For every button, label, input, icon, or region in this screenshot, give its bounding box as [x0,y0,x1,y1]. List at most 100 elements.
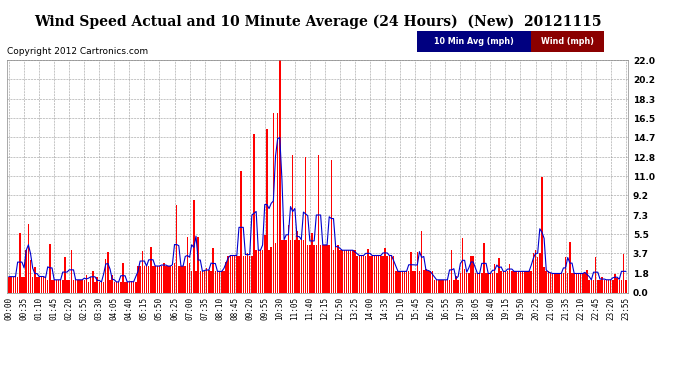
Bar [135,282,137,292]
Bar [610,280,611,292]
Bar [453,280,455,292]
Bar [14,277,17,292]
Bar [487,273,489,292]
Bar [238,255,239,292]
Bar [391,255,393,292]
Bar [313,245,315,292]
Bar [562,273,564,292]
Bar [266,129,268,292]
Bar [201,272,203,292]
Bar [10,277,12,292]
Bar [616,278,618,292]
Bar [240,171,242,292]
Bar [307,245,308,292]
Bar [535,250,536,292]
Bar [438,280,440,292]
Text: Wind (mph): Wind (mph) [541,37,594,46]
Bar [37,277,38,292]
Bar [363,255,364,292]
Bar [378,255,380,292]
Bar [305,157,306,292]
Bar [427,272,428,292]
Bar [451,250,453,292]
Bar [446,280,448,292]
Bar [19,233,21,292]
Bar [45,277,46,292]
Bar [324,245,326,292]
Bar [286,240,287,292]
Bar [253,134,255,292]
Bar [268,250,270,292]
Text: 10 Min Avg (mph): 10 Min Avg (mph) [435,37,514,46]
Bar [139,266,141,292]
Bar [213,248,214,292]
Bar [511,272,513,292]
Bar [32,277,33,292]
Bar [221,272,223,292]
Text: Copyright 2012 Cartronics.com: Copyright 2012 Cartronics.com [7,47,148,56]
Bar [339,250,341,292]
Bar [429,272,431,292]
Bar [473,256,474,292]
Bar [251,255,253,292]
Bar [236,255,237,292]
Bar [623,254,624,292]
Bar [328,245,330,292]
Bar [90,278,92,292]
Bar [249,255,250,292]
Bar [264,235,266,292]
Bar [373,255,375,292]
Bar [382,255,384,292]
Bar [571,273,573,292]
Bar [531,272,532,292]
Bar [625,280,627,292]
Bar [103,282,104,292]
Bar [282,240,283,292]
Bar [141,251,143,292]
Bar [337,244,339,292]
Bar [172,266,173,292]
Bar [232,255,233,292]
Bar [197,237,199,292]
Bar [199,272,201,292]
Bar [466,273,468,292]
Bar [128,282,130,292]
Bar [97,278,98,292]
Bar [174,262,175,292]
Bar [460,273,461,292]
Bar [520,272,521,292]
Bar [481,273,482,292]
Bar [30,260,31,292]
Bar [423,270,424,292]
Bar [432,272,433,292]
Bar [502,272,504,292]
Bar [72,280,75,292]
Bar [290,240,291,292]
Bar [436,280,437,292]
Bar [365,255,366,292]
Bar [133,282,135,292]
Bar [543,267,545,292]
Bar [589,280,590,292]
Bar [114,282,115,292]
Bar [335,245,337,292]
Bar [569,242,571,292]
Bar [39,277,40,292]
Bar [406,272,407,292]
Bar [342,250,343,292]
Bar [599,280,601,292]
Bar [270,247,272,292]
Bar [255,250,257,292]
Bar [322,245,324,292]
Bar [219,272,220,292]
Bar [560,273,562,292]
Bar [275,243,276,292]
Bar [317,155,319,292]
Bar [529,272,530,292]
Bar [492,273,493,292]
Bar [12,277,14,292]
Bar [507,272,509,292]
Bar [28,224,29,292]
Bar [513,272,515,292]
Bar [397,272,399,292]
